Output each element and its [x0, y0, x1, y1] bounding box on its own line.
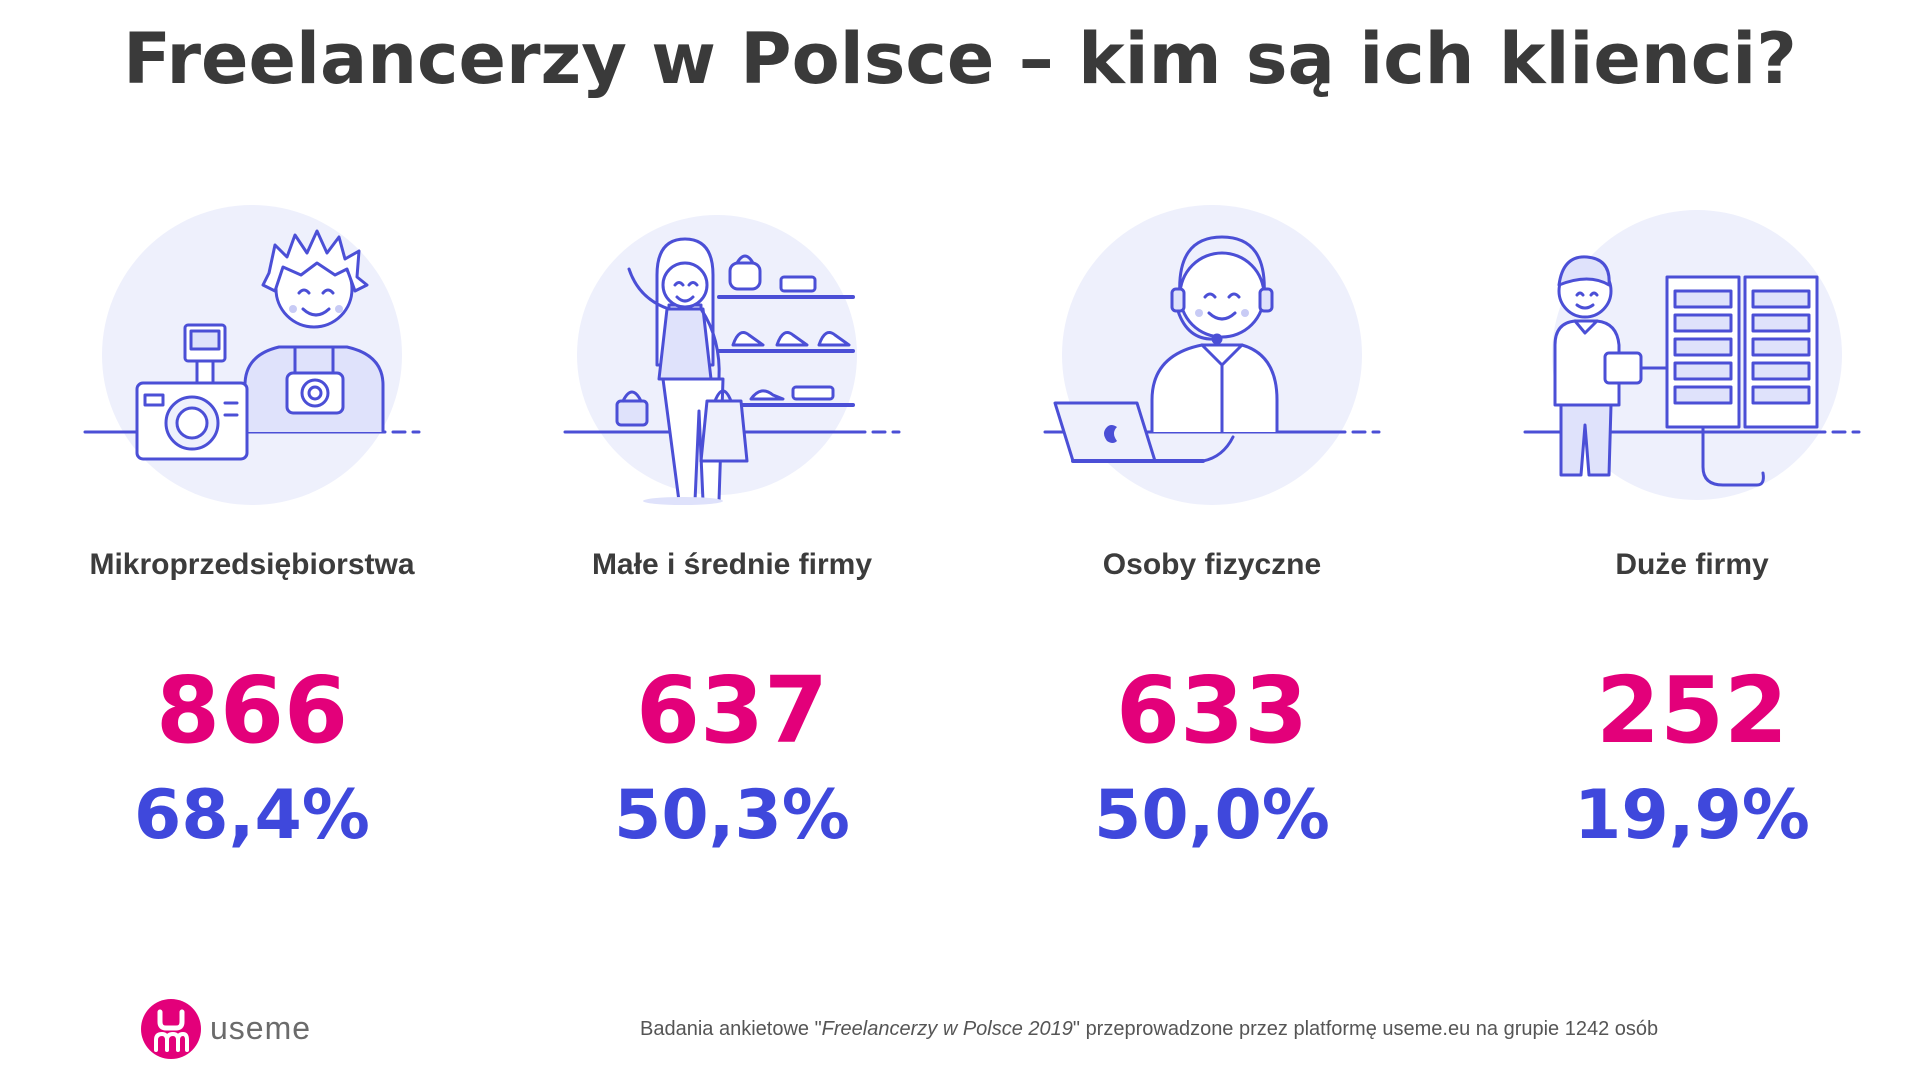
category-label: Duże firmy — [1615, 548, 1769, 581]
useme-logo-text: useme — [210, 1010, 312, 1046]
stat-column-large: Duże firmy 252 19,9% — [1457, 0, 1920, 900]
count-value: 633 — [1115, 657, 1309, 764]
server-technician-icon — [1457, 205, 1920, 505]
call-center-person-icon — [977, 205, 1447, 505]
page-title: Freelancerzy w Polsce – kim są ich klien… — [123, 18, 1797, 100]
stat-column-sme: Małe i średnie firmy 637 50,3% — [497, 0, 967, 900]
percent-value: 50,3% — [614, 776, 850, 855]
count-value: 252 — [1595, 657, 1789, 764]
footnote-survey-name: Freelancerzy w Polsce 2019 — [821, 1018, 1073, 1040]
stat-column-micro: Mikroprzedsiębiorstwa 866 68,4% — [17, 0, 487, 900]
photographer-icon — [17, 205, 487, 505]
footnote-prefix: Badania ankietowe " — [640, 1018, 822, 1040]
shop-assistant-icon — [497, 205, 967, 505]
percent-value: 68,4% — [134, 776, 370, 855]
category-label: Małe i średnie firmy — [591, 548, 873, 581]
percent-value: 50,0% — [1094, 776, 1330, 855]
percent-value: 19,9% — [1574, 776, 1810, 855]
footnote-suffix: " przeprowadzone przez platformę useme.e… — [1072, 1018, 1659, 1040]
category-label: Osoby fizyczne — [1102, 548, 1322, 581]
useme-logo[interactable]: useme — [140, 998, 310, 1068]
source-footnote: Badania ankietowe "Freelancerzy w Polsce… — [640, 1018, 1740, 1041]
useme-logo-mark — [141, 999, 201, 1059]
count-value: 637 — [635, 657, 829, 764]
category-label: Mikroprzedsiębiorstwa — [89, 548, 415, 581]
count-value: 866 — [155, 657, 349, 764]
stat-column-individuals: Osoby fizyczne 633 50,0% — [977, 0, 1447, 900]
